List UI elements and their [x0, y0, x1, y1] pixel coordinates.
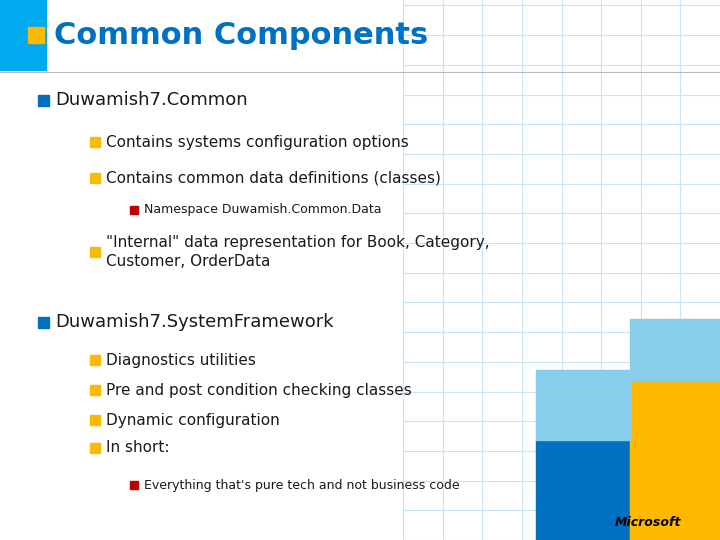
Bar: [90, 385, 100, 395]
Text: Duwamish7.SystemFramework: Duwamish7.SystemFramework: [55, 313, 333, 331]
Text: Everything that's pure tech and not business code: Everything that's pure tech and not busi…: [144, 478, 459, 491]
Bar: [0, 0, 46, 70]
Text: Contains common data definitions (classes): Contains common data definitions (classe…: [106, 171, 441, 186]
Text: Contains systems configuration options: Contains systems configuration options: [106, 134, 409, 150]
Bar: [90, 247, 100, 257]
Bar: [90, 443, 100, 453]
Text: Diagnostics utilities: Diagnostics utilities: [106, 353, 256, 368]
Text: Namespace Duwamish.Common.Data: Namespace Duwamish.Common.Data: [144, 204, 382, 217]
Bar: [130, 481, 138, 489]
Text: Common Components: Common Components: [54, 21, 428, 50]
Bar: [28, 27, 44, 43]
Text: Dynamic configuration: Dynamic configuration: [106, 413, 280, 428]
Bar: [38, 316, 49, 327]
Text: In short:: In short:: [106, 441, 169, 456]
Bar: [90, 137, 100, 147]
Bar: [536, 370, 630, 440]
Text: Duwamish7.Common: Duwamish7.Common: [55, 91, 248, 109]
Text: Pre and post condition checking classes: Pre and post condition checking classes: [106, 382, 412, 397]
Bar: [38, 94, 49, 105]
Bar: [90, 173, 100, 183]
Bar: [90, 415, 100, 425]
Bar: [630, 381, 720, 540]
Text: "Internal" data representation for Book, Category,
Customer, OrderData: "Internal" data representation for Book,…: [106, 234, 490, 269]
Text: Microsoft: Microsoft: [615, 516, 682, 529]
Bar: [130, 206, 138, 214]
Bar: [90, 355, 100, 365]
Bar: [630, 319, 720, 381]
Bar: [536, 440, 630, 540]
